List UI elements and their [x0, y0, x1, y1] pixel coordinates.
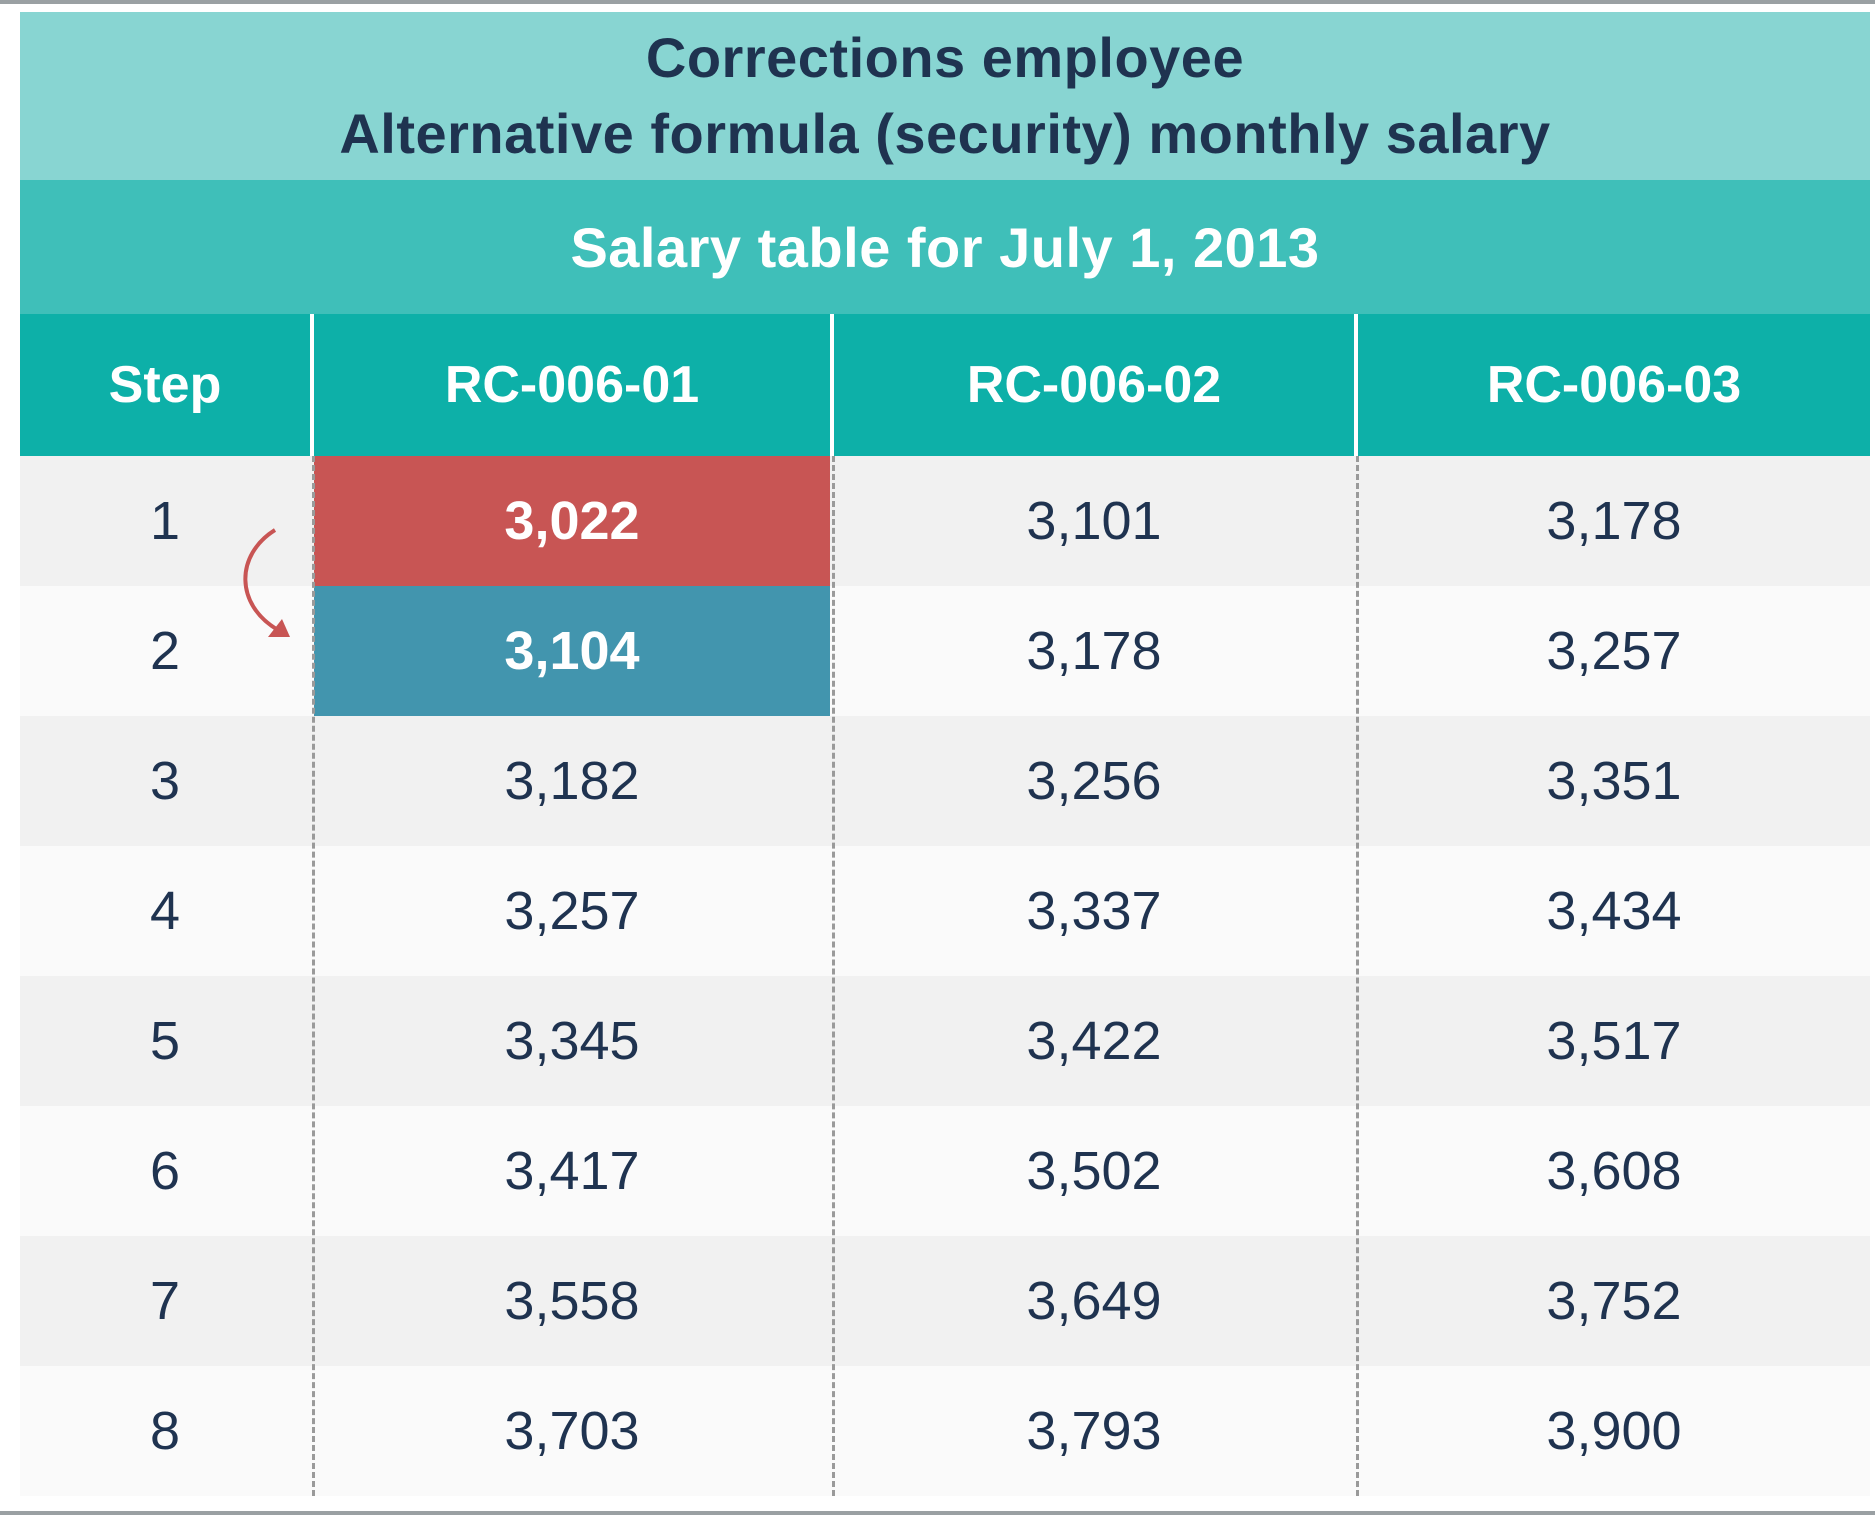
table-row: 6 3,417 3,502 3,608: [20, 1106, 1870, 1236]
salary-cell: 3,178: [1026, 621, 1162, 681]
step-cell: 4: [149, 881, 181, 941]
step-cell: 8: [149, 1401, 181, 1461]
salary-cell: 3,257: [504, 881, 640, 941]
header-divider: [310, 314, 314, 456]
salary-cell: 3,502: [1026, 1141, 1162, 1201]
salary-cell: 3,022: [314, 456, 830, 586]
table-row: 5 3,345 3,422 3,517: [20, 976, 1870, 1106]
subtitle-band: Salary table for July 1, 2013: [20, 180, 1870, 314]
header-divider: [830, 314, 834, 456]
salary-cell: 3,434: [1546, 881, 1682, 941]
salary-cell: 3,517: [1546, 1011, 1682, 1071]
table-row: 2 3,104 3,178 3,257: [20, 586, 1870, 716]
title-band: Corrections employee Alternative formula…: [20, 12, 1870, 180]
column-divider: [312, 456, 315, 1496]
header-step: Step: [108, 356, 222, 414]
subtitle: Salary table for July 1, 2013: [570, 215, 1320, 279]
header-divider: [1354, 314, 1358, 456]
salary-cell: 3,649: [1026, 1271, 1162, 1331]
table-header-row: Step RC-006-01 RC-006-02 RC-006-03: [20, 314, 1870, 456]
table-row: 8 3,703 3,793 3,900: [20, 1366, 1870, 1496]
salary-cell: 3,182: [504, 751, 640, 811]
header-rc-006-02: RC-006-02: [966, 356, 1222, 414]
salary-cell: 3,417: [504, 1141, 640, 1201]
salary-cell: 3,793: [1026, 1401, 1162, 1461]
title-line-2: Alternative formula (security) monthly s…: [339, 102, 1551, 165]
salary-cell: 3,178: [1546, 491, 1682, 551]
header-rc-006-03: RC-006-03: [1486, 356, 1742, 414]
header-rc-006-01: RC-006-01: [444, 356, 700, 414]
column-divider: [1356, 456, 1359, 1496]
salary-cell: 3,256: [1026, 751, 1162, 811]
salary-cell: 3,608: [1546, 1141, 1682, 1201]
salary-cell: 3,351: [1546, 751, 1682, 811]
salary-cell: 3,752: [1546, 1271, 1682, 1331]
table-row: 1 3,022 3,101 3,178: [20, 456, 1870, 586]
salary-cell: 3,257: [1546, 621, 1682, 681]
title-line-1: Corrections employee: [645, 26, 1245, 89]
salary-cell: 3,900: [1546, 1401, 1682, 1461]
step-cell: 6: [149, 1141, 181, 1201]
step-cell: 7: [149, 1271, 181, 1331]
table-row: 7 3,558 3,649 3,752: [20, 1236, 1870, 1366]
step-cell: 5: [149, 1011, 181, 1071]
salary-cell: 3,422: [1026, 1011, 1162, 1071]
salary-cell: 3,558: [504, 1271, 640, 1331]
step-cell: 2: [149, 621, 181, 681]
salary-cell: 3,101: [1026, 491, 1162, 551]
bottom-rule: [0, 1511, 1875, 1515]
salary-cell: 3,337: [1026, 881, 1162, 941]
salary-cell: 3,345: [504, 1011, 640, 1071]
salary-cell: 3,703: [504, 1401, 640, 1461]
table-body: 8 3,703 3,793 3,900 7 3,558 3,649 3,752 6 3,417 3,…: [20, 456, 1870, 1496]
curved-arrow-icon: [243, 528, 290, 637]
table-row: 4 3,257 3,337 3,434: [20, 846, 1870, 976]
column-divider: [832, 456, 835, 1496]
step-cell: 3: [149, 751, 181, 811]
salary-cell: 3,104: [314, 586, 830, 716]
top-rule: [0, 0, 1875, 4]
step-cell: 1: [149, 491, 181, 551]
table-row: 3 3,182 3,256 3,351: [20, 716, 1870, 846]
